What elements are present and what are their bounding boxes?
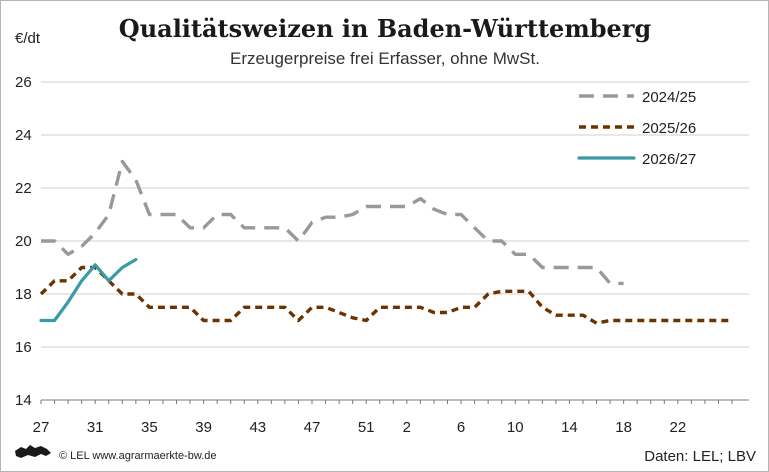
x-tick-label: 51 xyxy=(358,419,375,436)
footer-source: Daten: LEL; LBV xyxy=(644,448,756,465)
y-axis-unit: €/dt xyxy=(15,30,41,47)
x-tick-label: 18 xyxy=(615,419,632,436)
footer-copyright: © LEL www.agrarmaerkte-bw.de xyxy=(59,450,217,462)
legend: 2024/25 2025/26 2026/27 xyxy=(577,89,696,168)
x-tick-label: 39 xyxy=(195,419,212,436)
legend-label: 2025/26 xyxy=(642,120,696,137)
y-tick-label: 16 xyxy=(15,339,32,356)
y-tick-label: 22 xyxy=(15,180,32,197)
x-tick-label: 35 xyxy=(141,419,158,436)
y-tick-label: 24 xyxy=(15,127,32,144)
legend-label: 2026/27 xyxy=(642,151,696,168)
y-tick-labels: 14 16 18 20 22 24 26 xyxy=(15,74,32,409)
x-tick-label: 31 xyxy=(87,419,104,436)
gridlines xyxy=(40,81,749,404)
x-tick-labels: 27 31 35 39 43 47 51 2 6 10 14 18 22 xyxy=(33,419,687,436)
x-tick-label: 47 xyxy=(304,419,321,436)
lel-logo xyxy=(15,445,51,458)
chart-title: Qualitätsweizen in Baden-Württemberg xyxy=(119,14,652,43)
series-line xyxy=(39,257,138,323)
x-tick-label: 2 xyxy=(403,419,411,436)
lion-logo-icon xyxy=(15,445,51,458)
y-tick-label: 20 xyxy=(15,233,32,250)
chart-subtitle: Erzeugerpreise frei Erfasser, ohne MwSt. xyxy=(230,49,540,68)
x-tick-label: 22 xyxy=(670,419,687,436)
legend-label: 2024/25 xyxy=(642,89,696,106)
series-line xyxy=(41,159,624,286)
series-line xyxy=(39,265,733,325)
x-tick-label: 43 xyxy=(249,419,266,436)
x-tick-label: 14 xyxy=(561,419,578,436)
series-lines xyxy=(39,159,733,325)
x-tick-label: 27 xyxy=(33,419,50,436)
x-tick-label: 6 xyxy=(457,419,465,436)
y-tick-label: 26 xyxy=(15,74,32,91)
y-tick-label: 14 xyxy=(15,392,32,409)
x-tick-label: 10 xyxy=(507,419,524,436)
y-tick-label: 18 xyxy=(15,286,32,303)
